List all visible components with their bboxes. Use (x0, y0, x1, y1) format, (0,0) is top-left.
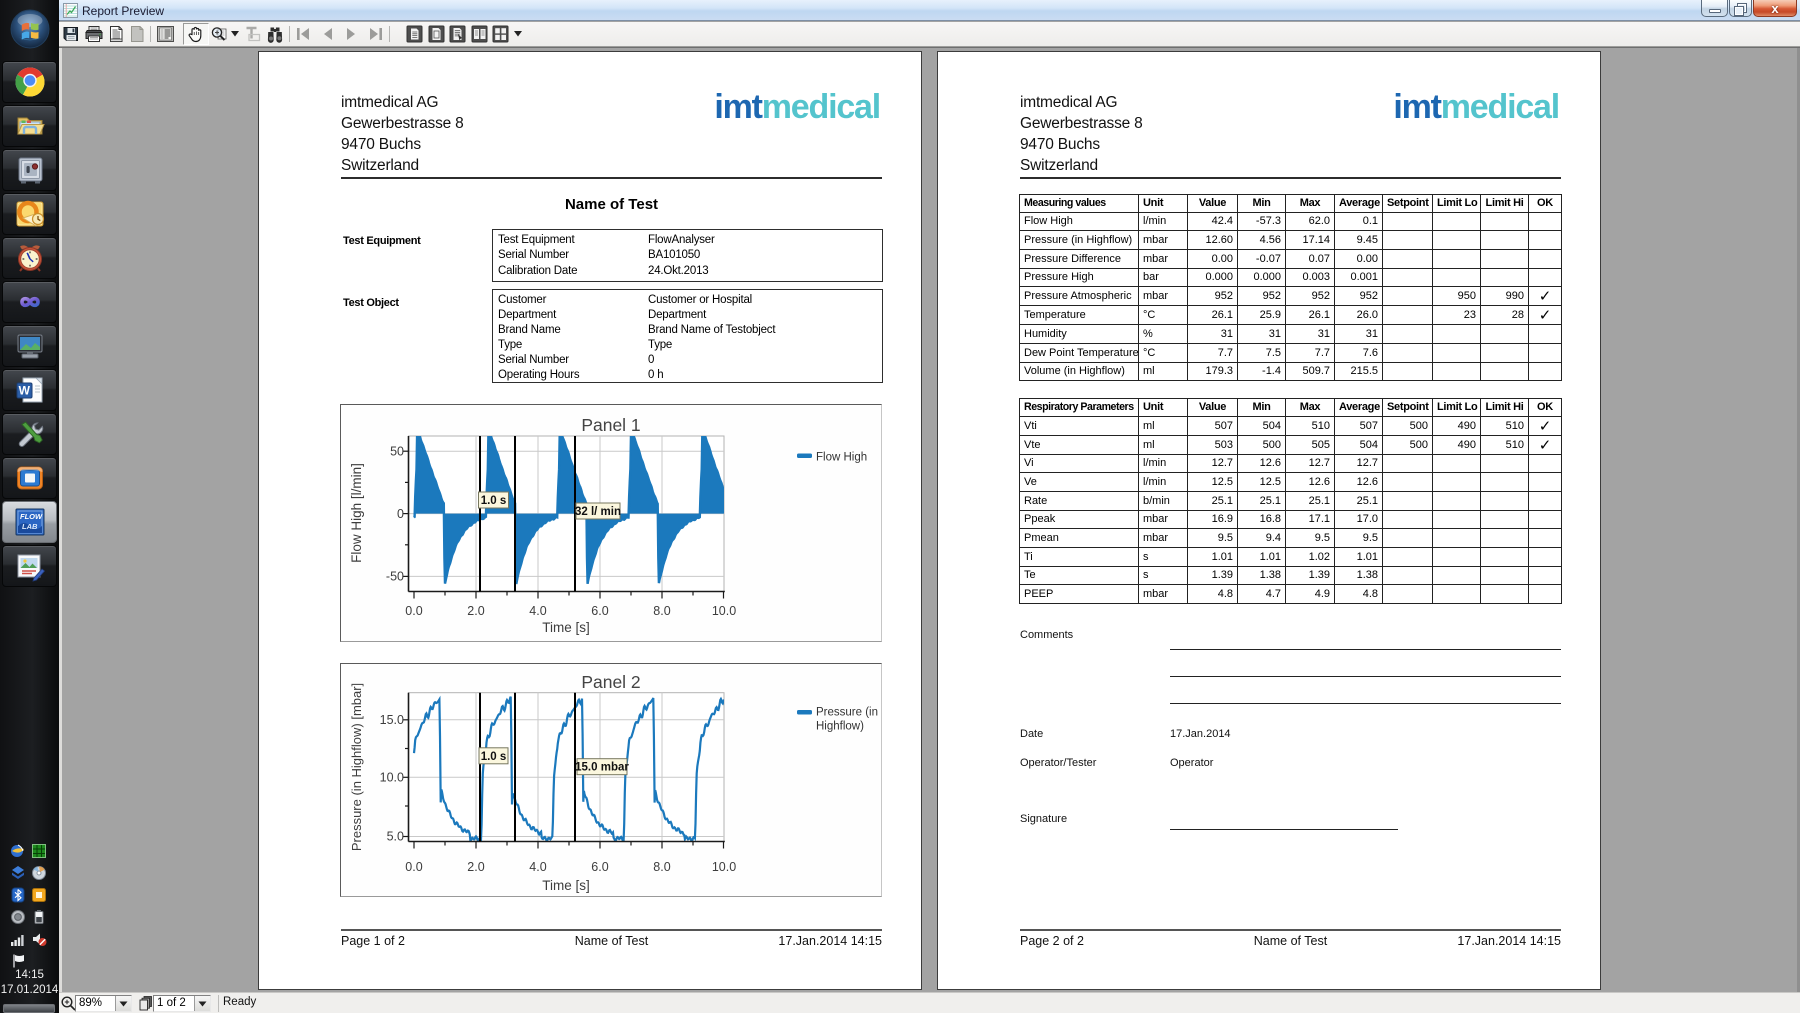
svg-text:Pressure (in: Pressure (in (816, 707, 878, 719)
svg-text:10.0: 10.0 (712, 604, 736, 618)
svg-text:2.0: 2.0 (467, 860, 484, 874)
svg-text:Panel 1: Panel 1 (581, 415, 640, 435)
svg-text:6.0: 6.0 (591, 604, 608, 618)
svg-text:Highflow): Highflow) (816, 721, 864, 733)
svg-text:Pressure (in Highflow) [mbar]: Pressure (in Highflow) [mbar] (349, 683, 364, 851)
svg-text:0: 0 (397, 507, 404, 521)
svg-text:4.0: 4.0 (529, 604, 546, 618)
svg-text:6.0: 6.0 (591, 860, 608, 874)
svg-text:1.0 s: 1.0 s (481, 495, 507, 507)
svg-text:15.0: 15.0 (380, 713, 404, 727)
svg-text:10.0: 10.0 (380, 771, 404, 785)
svg-text:0.0: 0.0 (405, 860, 422, 874)
svg-text:5.0: 5.0 (387, 830, 404, 844)
svg-text:FLOW: FLOW (20, 512, 43, 521)
svg-text:10.0: 10.0 (712, 860, 736, 874)
svg-text:LAB: LAB (22, 522, 38, 531)
svg-text:8.0: 8.0 (653, 860, 670, 874)
svg-text:-50: -50 (386, 570, 404, 584)
svg-text:W: W (18, 384, 30, 398)
svg-text:Time [s]: Time [s] (542, 878, 590, 893)
svg-text:1.0 s: 1.0 s (481, 751, 507, 763)
svg-text:8.0: 8.0 (653, 604, 670, 618)
svg-text:4.0: 4.0 (529, 860, 546, 874)
svg-text:Flow High [l/min]: Flow High [l/min] (349, 463, 364, 563)
svg-text:0.0: 0.0 (405, 604, 422, 618)
svg-text:2.0: 2.0 (467, 604, 484, 618)
svg-text:50: 50 (390, 445, 404, 459)
svg-text:32 l/ min: 32 l/ min (575, 506, 621, 518)
svg-text:15.0 mbar: 15.0 mbar (575, 762, 629, 774)
svg-text:Flow High: Flow High (816, 452, 867, 464)
svg-text:Time [s]: Time [s] (542, 620, 590, 635)
svg-text:Panel 2: Panel 2 (581, 672, 640, 692)
